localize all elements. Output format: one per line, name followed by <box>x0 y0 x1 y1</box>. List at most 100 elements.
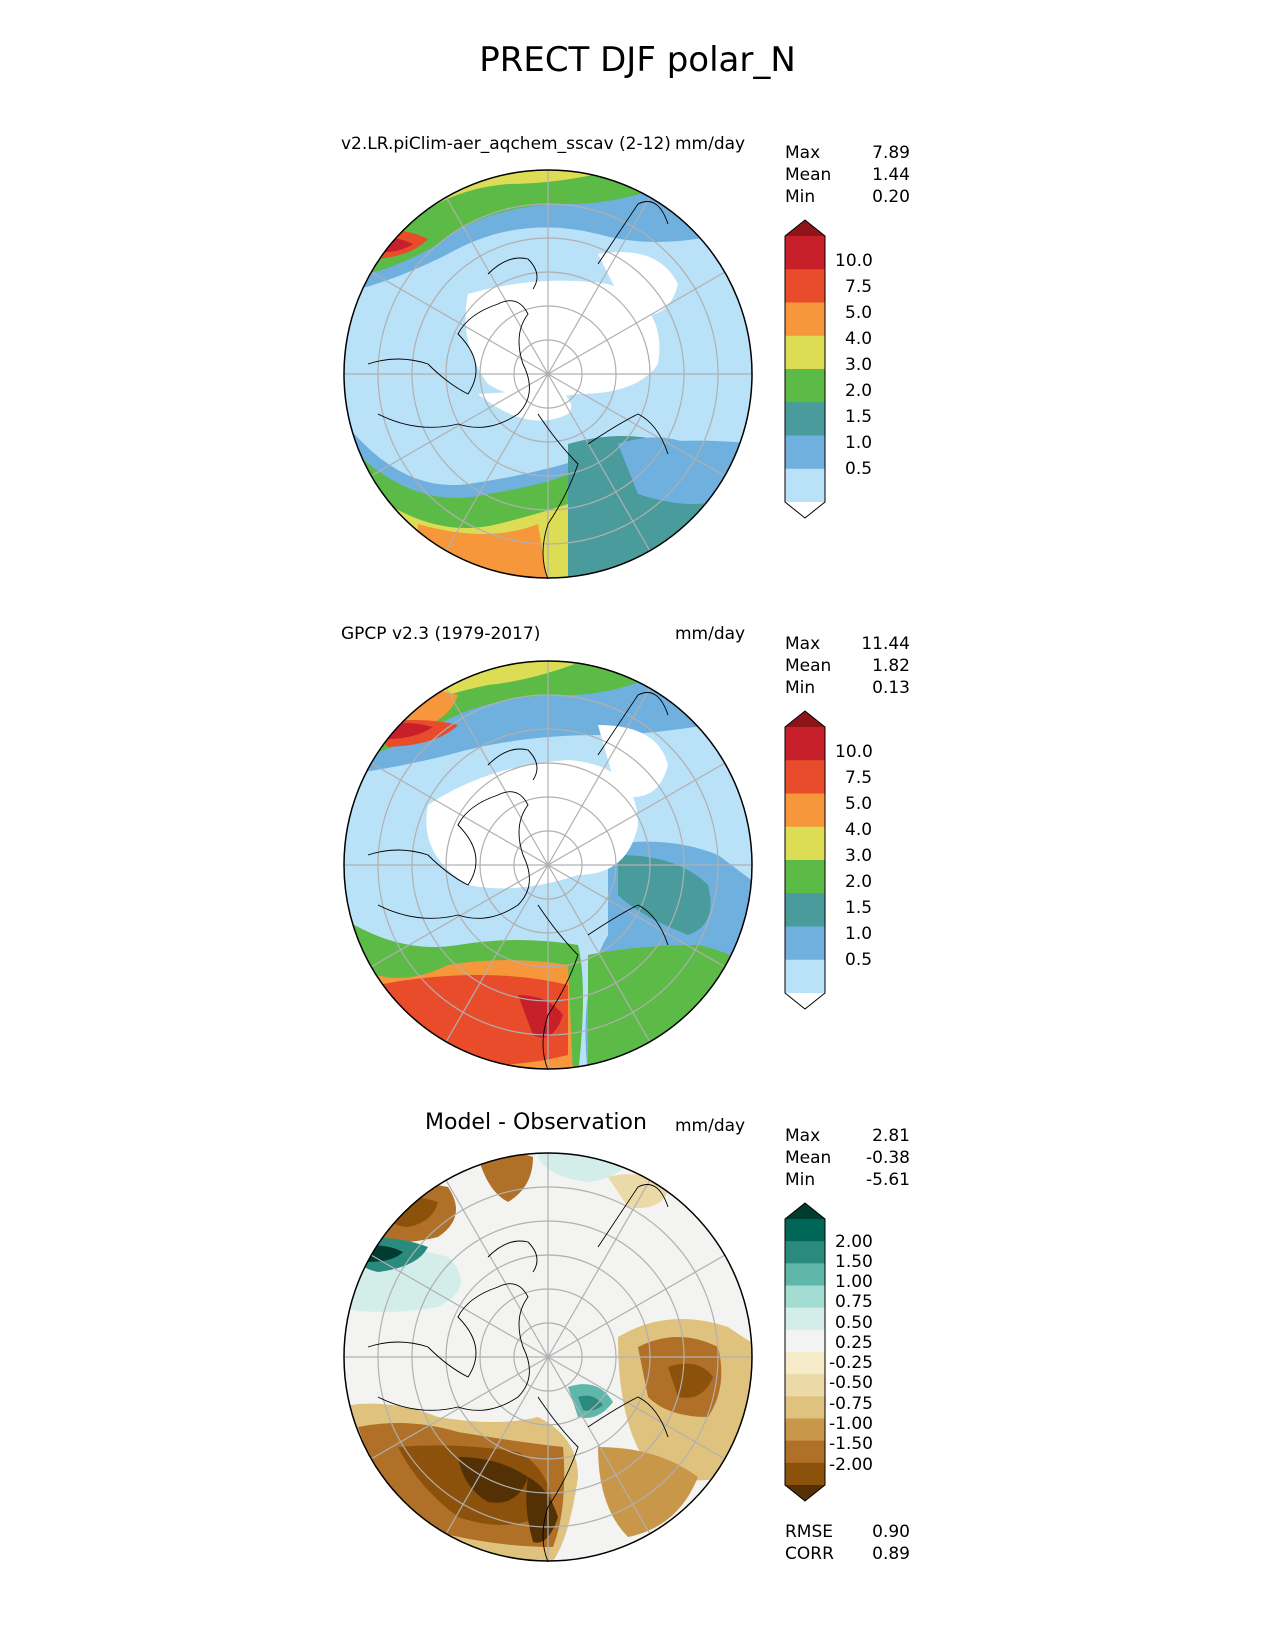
colorbar-segment <box>785 1219 825 1242</box>
stat-label-min: Min <box>785 678 816 698</box>
stat-value-mean: 1.82 <box>872 656 910 676</box>
colorbar-label: 1.0 <box>845 433 873 453</box>
colorbar-label: -0.75 <box>829 1394 873 1414</box>
units-label-difference: mm/day <box>675 1116 746 1136</box>
colorbar-extend-max <box>785 1203 825 1219</box>
metric-value-corr: 0.89 <box>872 1544 910 1564</box>
colorbar-label: 0.50 <box>835 1313 873 1333</box>
polar-map-difference <box>343 1152 753 1563</box>
colorbar-segment <box>785 760 825 794</box>
colorbar-label: 5.0 <box>845 794 873 814</box>
stat-label-max: Max <box>785 634 821 654</box>
polar-map-model <box>343 169 753 580</box>
colorbar-label: -0.50 <box>829 1373 873 1393</box>
stat-label-max: Max <box>785 143 821 163</box>
colorbar-segment <box>785 236 825 270</box>
colorbar-segment <box>785 435 825 470</box>
colorbar-label: -2.00 <box>829 1455 873 1475</box>
colorbar-segment <box>785 793 825 828</box>
colorbar-segment <box>785 727 825 761</box>
colorbar-segment <box>785 860 825 894</box>
colorbar-outline <box>784 710 826 1010</box>
panel-title-difference: Model - Observation <box>425 1110 647 1135</box>
colorbar-label: 4.0 <box>845 820 873 840</box>
colorbar-difference <box>784 1202 826 1502</box>
colorbar-label: 0.25 <box>835 1333 873 1353</box>
colorbar-label: 10.0 <box>835 742 873 762</box>
colorbar-label: 7.5 <box>845 277 873 297</box>
units-label-observation: mm/day <box>675 624 746 644</box>
colorbar-extend-max <box>785 220 825 236</box>
units-label-model: mm/day <box>675 134 746 154</box>
colorbar-label: 1.00 <box>835 1272 873 1292</box>
colorbar-label: 2.0 <box>845 381 873 401</box>
colorbar-segment <box>785 1396 825 1419</box>
colorbar-model <box>784 219 826 519</box>
colorbar-extend-min <box>785 502 825 518</box>
colorbar-segment <box>785 1241 825 1264</box>
colorbar-label: 10.0 <box>835 251 873 271</box>
colorbar-label: 5.0 <box>845 303 873 323</box>
stat-value-mean: 1.44 <box>872 165 910 185</box>
colorbar-outline <box>784 219 826 519</box>
stat-value-mean: -0.38 <box>866 1148 910 1168</box>
colorbar-label: 1.50 <box>835 1252 873 1272</box>
colorbar-segment <box>785 1329 825 1353</box>
colorbar-segment <box>785 269 825 303</box>
colorbar-segment <box>785 893 825 927</box>
colorbar-segment <box>785 402 825 436</box>
stat-label-mean: Mean <box>785 656 832 676</box>
colorbar-label: 0.5 <box>845 950 873 970</box>
stat-value-max: 2.81 <box>872 1126 910 1146</box>
colorbar-label: 3.0 <box>845 846 873 866</box>
colorbar-segment <box>785 826 825 861</box>
stat-value-max: 7.89 <box>872 143 910 163</box>
colorbar-label: -1.50 <box>829 1434 873 1454</box>
metric-label-rmse: RMSE <box>785 1522 834 1542</box>
colorbar-segment <box>785 335 825 370</box>
colorbar-extend-max <box>785 711 825 727</box>
colorbar-segment <box>785 1462 825 1486</box>
stat-value-max: 11.44 <box>861 634 910 654</box>
colorbar-label: 7.5 <box>845 768 873 788</box>
stat-value-min: -5.61 <box>866 1170 910 1190</box>
colorbar-extend-min <box>785 1485 825 1501</box>
colorbar-observation <box>784 710 826 1010</box>
metric-value-rmse: 0.90 <box>872 1522 910 1542</box>
colorbar-extend-min <box>785 993 825 1009</box>
colorbar-segment <box>785 1418 825 1442</box>
colorbar-label: 0.5 <box>845 459 873 479</box>
stat-label-min: Min <box>785 1170 816 1190</box>
stat-label-max: Max <box>785 1126 821 1146</box>
colorbar-outline <box>784 1202 826 1502</box>
polar-map-observation <box>343 660 753 1071</box>
colorbar-segment <box>785 468 825 503</box>
colorbar-segment <box>785 1352 825 1375</box>
colorbar-segment <box>785 302 825 337</box>
figure-title: PRECT DJF polar_N <box>479 40 796 80</box>
colorbar-label: 0.75 <box>835 1292 873 1312</box>
colorbar-segment <box>785 926 825 961</box>
colorbar-segment <box>785 369 825 403</box>
metric-label-corr: CORR <box>785 1544 834 1564</box>
colorbar-segment <box>785 1440 825 1464</box>
panel-title-observation: GPCP v2.3 (1979-2017) <box>341 624 541 644</box>
colorbar-label: 4.0 <box>845 329 873 349</box>
colorbar-segment <box>785 1285 825 1309</box>
colorbar-label: 1.0 <box>845 924 873 944</box>
colorbar-label: 3.0 <box>845 355 873 375</box>
colorbar-segment <box>785 1263 825 1286</box>
stat-value-min: 0.13 <box>872 678 910 698</box>
colorbar-label: -0.25 <box>829 1353 873 1373</box>
stat-label-mean: Mean <box>785 165 832 185</box>
colorbar-label: 1.5 <box>845 407 873 427</box>
stat-label-mean: Mean <box>785 1148 832 1168</box>
colorbar-label: 2.0 <box>845 872 873 892</box>
panel-title-model: v2.LR.piClim-aer_aqchem_sscav (2-12) <box>341 134 671 154</box>
colorbar-label: 1.5 <box>845 898 873 918</box>
colorbar-label: -1.00 <box>829 1414 873 1434</box>
colorbar-segment <box>785 1307 825 1331</box>
stat-label-min: Min <box>785 187 816 207</box>
stat-value-min: 0.20 <box>872 187 910 207</box>
colorbar-label: 2.00 <box>835 1232 873 1252</box>
